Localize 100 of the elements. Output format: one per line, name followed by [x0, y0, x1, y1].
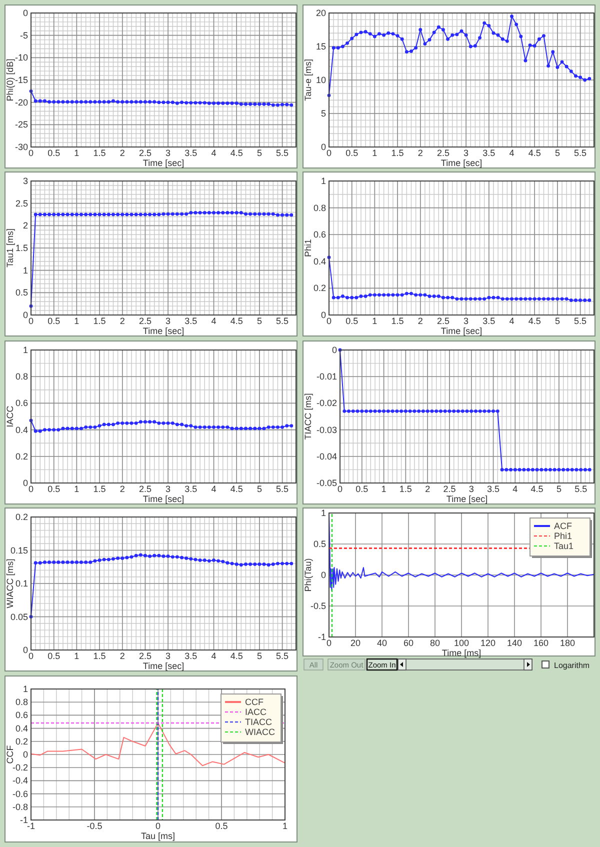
x-tick-label: 160: [533, 638, 549, 648]
y-tick-label: -0.4: [12, 776, 28, 786]
x-tick-label: 4.5: [528, 316, 541, 326]
y-tick-label: -10: [14, 52, 28, 63]
x-axis-title: Tau [ms]: [140, 831, 176, 841]
y-tick-label: -0.03: [316, 424, 337, 435]
x-tick-label: 1.5: [93, 484, 106, 494]
x-tick-label: 1.5: [399, 484, 412, 494]
x-tick-label: 4.5: [230, 148, 243, 158]
x-tick-label: 1.5: [391, 316, 404, 326]
x-tick-label: 3.5: [482, 316, 496, 326]
y-tick-label: -0.6: [12, 788, 28, 799]
x-tick-label: 5: [554, 316, 560, 326]
x-tick-label: 4.5: [230, 651, 243, 661]
legend-label: Phi1: [554, 531, 572, 541]
x-tick-label: 0.5: [48, 148, 60, 158]
x-tick-label: 2: [120, 484, 125, 494]
x-tick-label: 5: [256, 651, 262, 661]
y-axis-title: CCF: [5, 744, 15, 764]
x-tick-label: 3: [166, 148, 171, 158]
x-tick-label: 3: [166, 484, 171, 494]
x-tick-label: 2: [425, 484, 430, 494]
x-tick-label: 1: [74, 484, 80, 494]
x-tick-label: 1.5: [93, 148, 106, 158]
y-tick-label: 0.8: [15, 372, 28, 382]
x-tick-label: 4.5: [230, 484, 243, 494]
x-tick-label: 5.5: [574, 148, 587, 158]
x-tick-label: 3: [464, 316, 469, 326]
y-tick-label: 0.5: [313, 539, 326, 549]
x-tick-label: 5: [256, 148, 262, 158]
y-tick-label: -15: [14, 75, 28, 85]
x-tick-label: 0.5: [346, 148, 358, 158]
x-tick-label: 4.5: [530, 484, 544, 494]
y-tick-label: 0.1: [15, 578, 28, 588]
y-tick-label: -30: [14, 142, 28, 152]
y-axis-title: Phi1: [303, 238, 313, 258]
x-tick-label: 2: [120, 316, 125, 326]
legend-label: Tau1: [554, 541, 574, 551]
x-tick-label: 2.5: [138, 148, 152, 158]
x-tick-label: 1.5: [93, 651, 106, 661]
y-tick-label: 1: [22, 684, 28, 694]
y-tick-label: 0.2: [15, 736, 28, 746]
x-tick-label: 3.5: [482, 148, 496, 158]
x-tick-label: 0.5: [215, 821, 228, 831]
y-axis-title: IACC: [5, 405, 15, 428]
x-tick-label: 5: [256, 484, 262, 494]
x-tick-label: 3.5: [184, 316, 198, 326]
x-axis-title: Time [sec]: [142, 494, 184, 504]
y-tick-label: 0.4: [15, 424, 28, 435]
y-tick-label: 3: [22, 176, 28, 186]
y-tick-label: 0.4: [313, 256, 326, 266]
x-tick-label: 0.5: [346, 316, 358, 326]
y-tick-label: 0: [320, 570, 326, 580]
y-tick-label: 1: [22, 265, 28, 276]
x-tick-label: 0: [155, 821, 161, 831]
x-tick-label: 4: [211, 148, 216, 158]
x-axis-title: Time [sec]: [142, 661, 184, 671]
x-tick-label: 5: [556, 484, 562, 494]
x-tick-label: 20: [350, 638, 361, 648]
y-axis-title: Phi(0) [dB]: [5, 58, 15, 102]
y-tick-label: -0.01: [316, 372, 337, 382]
x-tick-label: 4: [211, 316, 216, 326]
y-tick-label: 20: [316, 8, 326, 18]
y-tick-label: 1.5: [15, 243, 28, 253]
x-tick-label: -0.5: [86, 821, 102, 831]
y-tick-label: -0.8: [12, 802, 28, 812]
y-tick-label: 0.8: [313, 202, 326, 213]
x-tick-label: 1: [74, 316, 80, 326]
x-tick-label: 4.5: [230, 316, 243, 326]
x-tick-label: 2.5: [443, 484, 456, 494]
x-tick-label: 2: [418, 148, 423, 158]
y-tick-label: -5: [20, 30, 28, 40]
y-axis-title: Phi(Tau): [303, 558, 313, 592]
x-tick-label: 3.5: [184, 148, 198, 158]
legend-label: WIACC: [245, 727, 276, 737]
y-tick-label: 0.6: [15, 398, 28, 408]
y-tick-label: -25: [14, 120, 28, 130]
x-tick-label: 3.5: [487, 484, 500, 494]
y-tick-label: 1: [320, 176, 326, 186]
x-tick-label: 4: [512, 484, 518, 494]
x-tick-label: 5: [256, 316, 262, 326]
y-tick-label: 0.2: [15, 451, 28, 462]
x-tick-label: 80: [430, 638, 440, 648]
x-tick-label: 2.5: [436, 316, 450, 326]
y-tick-label: 5: [320, 108, 326, 118]
x-tick-label: 2: [120, 148, 125, 158]
x-tick-label: 120: [480, 638, 496, 648]
x-tick-label: 5.5: [574, 316, 587, 326]
y-tick-label: -0.02: [316, 398, 337, 408]
x-tick-label: 4: [509, 316, 514, 326]
x-tick-label: 5.5: [276, 651, 289, 661]
x-axis-title: Time [sec]: [142, 158, 184, 168]
x-tick-label: 4: [211, 484, 216, 494]
y-tick-label: 0.2: [15, 512, 28, 522]
x-axis-title: Time [ms]: [442, 648, 482, 658]
x-tick-label: 4: [509, 148, 514, 158]
y-tick-label: 2.5: [15, 198, 28, 208]
y-tick-label: 10: [316, 75, 326, 85]
x-axis-title: Time [sec]: [440, 326, 482, 336]
y-tick-label: 2: [22, 220, 28, 231]
